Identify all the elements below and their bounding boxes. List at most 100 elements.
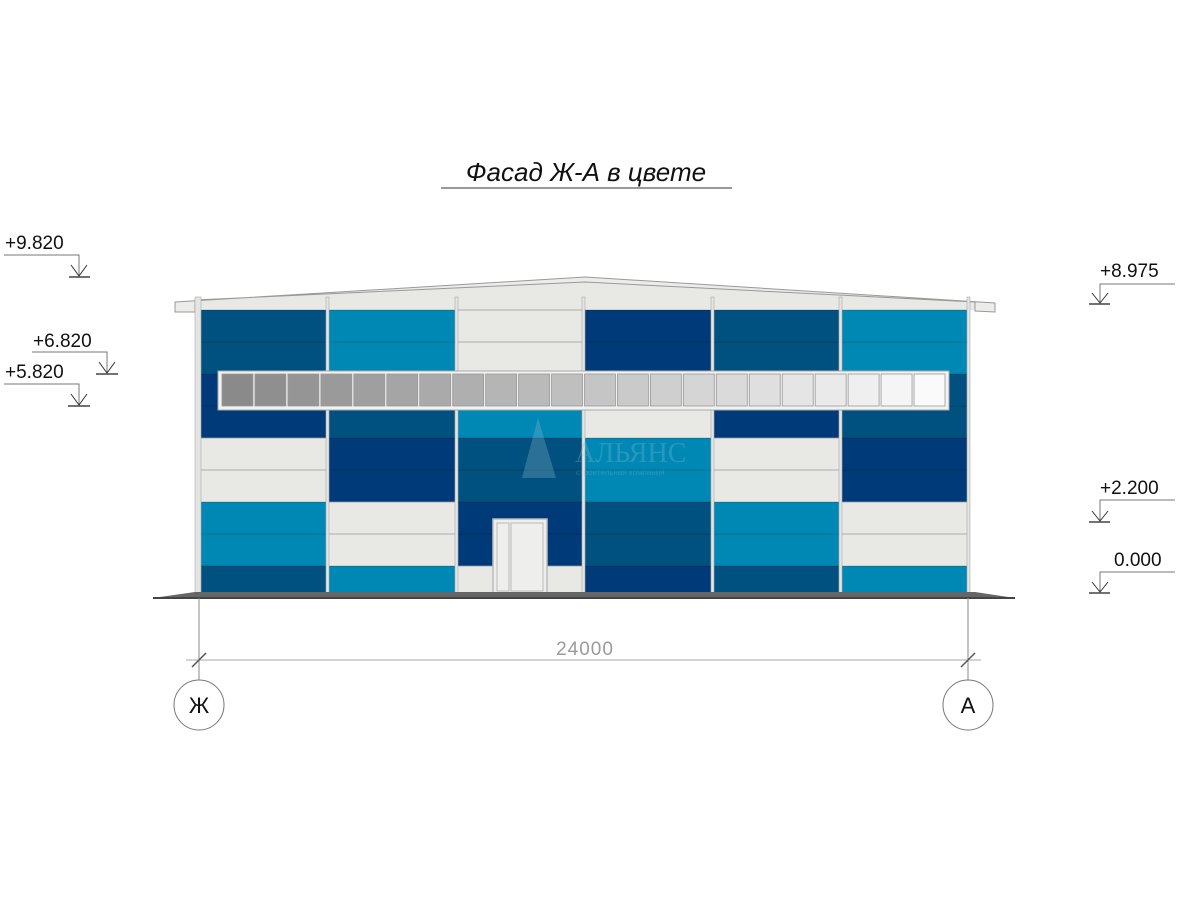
- window-pane: [682, 373, 715, 407]
- wall-pilaster: [454, 296, 459, 594]
- level-mark-right-0: +8.975: [1089, 261, 1175, 305]
- window-pane: [748, 373, 781, 407]
- wall-pilaster: [710, 296, 715, 594]
- window-pane: [650, 373, 682, 407]
- wall-pilaster: [194, 296, 202, 594]
- wall-panel: [585, 310, 711, 342]
- window-pane: [847, 373, 880, 407]
- wall-panel: [842, 342, 967, 374]
- window-pane: [551, 373, 583, 407]
- wall-panel: [329, 438, 455, 470]
- wall-panel: [585, 502, 711, 534]
- wall-panel: [714, 406, 839, 438]
- watermark-tagline: строительная компания: [576, 468, 665, 477]
- wall-panel: [714, 502, 839, 534]
- wall-panel: [458, 470, 582, 502]
- window-pane: [353, 373, 386, 407]
- window-pane: [880, 373, 913, 407]
- wall-panel: [458, 438, 582, 470]
- wall-panel: [329, 470, 455, 502]
- wall-panel: [201, 470, 326, 502]
- wall-panel: [329, 534, 455, 566]
- window-pane: [485, 373, 517, 407]
- roof: [174, 276, 996, 313]
- wall-panel: [585, 342, 711, 374]
- axis-label: А: [961, 693, 976, 718]
- wall-panel: [842, 310, 967, 342]
- axis-marker-zh: Ж: [173, 679, 225, 731]
- window-pane: [452, 373, 485, 407]
- wall-panel: [714, 310, 839, 342]
- ground-line: [153, 592, 1015, 599]
- wall-panel: [585, 438, 711, 470]
- wall-panel: [714, 438, 839, 470]
- wall-panel: [842, 406, 967, 438]
- roof-fascia-panels: [195, 281, 975, 310]
- wall-panel: [842, 534, 967, 566]
- building-frame: [174, 276, 996, 594]
- wall-panel: [585, 566, 711, 593]
- window-pane: [617, 373, 649, 407]
- wall-panel: [201, 502, 326, 534]
- level-mark-right-2: 0.000: [1089, 550, 1175, 594]
- entrance-door[interactable]: [485, 518, 555, 597]
- wall-panel: [329, 566, 455, 593]
- wall-panel: [585, 406, 711, 438]
- wall-pilaster: [325, 296, 330, 594]
- level-mark-left-0: +9.820: [4, 233, 90, 278]
- wall-panel: [842, 470, 967, 502]
- window-pane: [814, 373, 847, 407]
- level-label: +6.820: [33, 331, 92, 352]
- level-label: +9.820: [5, 233, 64, 254]
- wall-panel: [201, 342, 326, 374]
- wall-panel: [585, 470, 711, 502]
- window-pane: [715, 373, 748, 407]
- drawing-title: Фасад Ж-А в цвете: [466, 157, 706, 187]
- level-label: +8.975: [1100, 261, 1159, 282]
- level-mark-right-1: +2.200: [1089, 478, 1175, 523]
- wall-panel: [329, 310, 455, 342]
- window-pane: [320, 373, 353, 407]
- wall-panel: [201, 310, 326, 342]
- wall-panel: [585, 534, 711, 566]
- window-pane: [254, 373, 287, 407]
- wall-panel: [329, 342, 455, 374]
- wall-panel: [842, 438, 967, 470]
- window-pane: [221, 373, 254, 407]
- axis-marker-a: А: [942, 679, 994, 731]
- watermark-name: АЛЬЯНС: [575, 438, 686, 469]
- level-mark-left-2: +5.820: [4, 362, 90, 407]
- window-pane: [781, 373, 814, 407]
- wall-panel: [329, 406, 455, 438]
- dimension-value: 24000: [556, 639, 614, 660]
- watermark-triangle-icon: [522, 418, 556, 478]
- wall-panel: [714, 342, 839, 374]
- level-label: +5.820: [5, 362, 64, 383]
- wall-panel: [201, 438, 326, 470]
- ribbon-window: [217, 370, 950, 411]
- window-pane: [584, 373, 616, 407]
- dimension-line: 24000: [186, 598, 981, 680]
- wall-panel: [714, 566, 839, 593]
- wall-panel: [329, 502, 455, 534]
- window-pane: [287, 373, 320, 407]
- watermark-logo: АЛЬЯНС строительная компания: [522, 418, 686, 478]
- window-pane: [518, 373, 550, 407]
- wall-panel: [714, 470, 839, 502]
- level-label: +2.200: [1100, 478, 1159, 499]
- wall-panel: [842, 502, 967, 534]
- window-pane: [913, 373, 946, 407]
- level-mark-left-1: +6.820: [32, 331, 118, 375]
- wall-panel: [458, 342, 582, 374]
- wall-panel: [842, 566, 967, 593]
- axis-label: Ж: [189, 693, 210, 718]
- wall-panel: [714, 534, 839, 566]
- wall-pilaster: [838, 296, 843, 594]
- window-pane: [419, 373, 452, 407]
- level-label: 0.000: [1114, 550, 1162, 571]
- wall-pilaster: [966, 296, 971, 594]
- wall-panel: [458, 406, 582, 438]
- wall-panel: [201, 566, 326, 593]
